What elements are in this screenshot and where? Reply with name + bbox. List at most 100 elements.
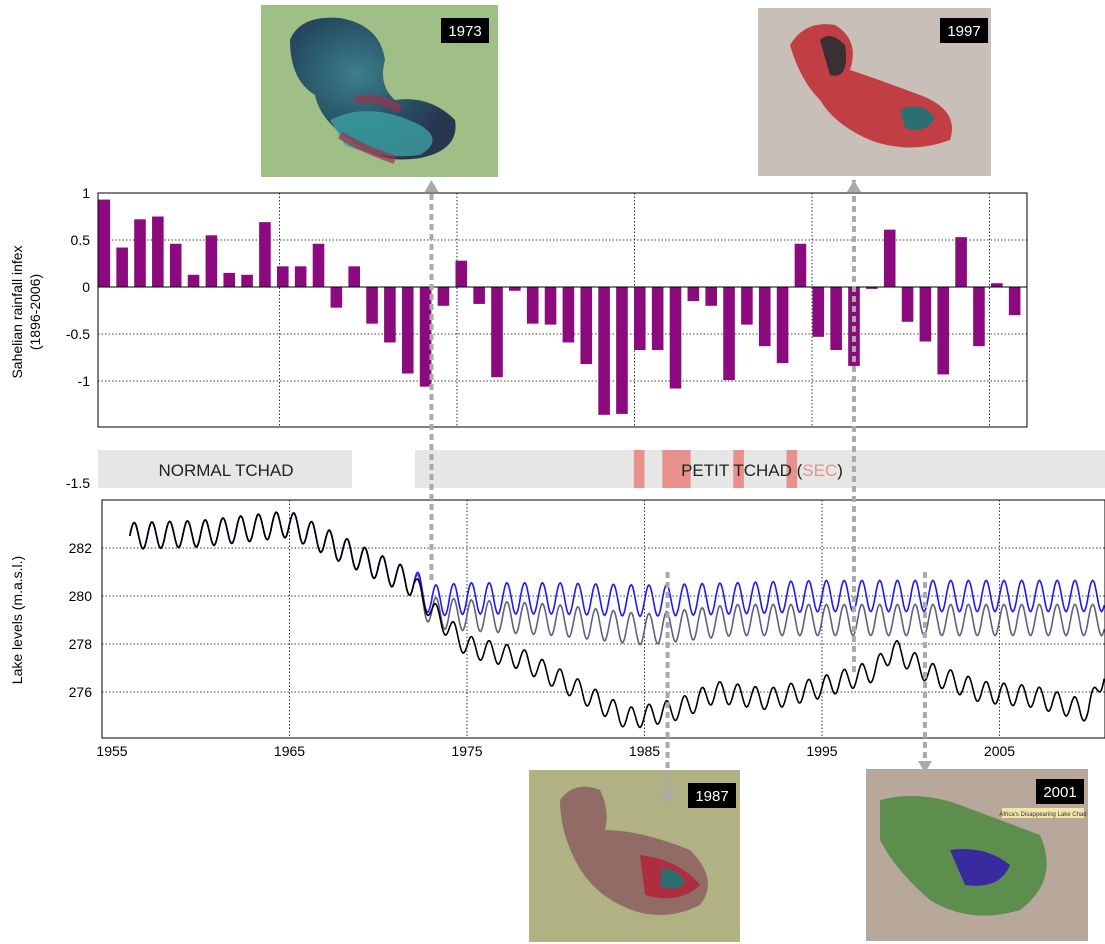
rainfall-bar	[669, 287, 682, 389]
rainfall-tick-label: -1.5	[66, 475, 90, 491]
year-tick-label: 1995	[806, 743, 837, 759]
rainfall-bar	[152, 216, 164, 287]
lake-level-series-1	[129, 511, 1105, 646]
rainfall-bar	[455, 260, 468, 287]
rainfall-bar	[705, 287, 717, 306]
rainfall-bar	[241, 274, 253, 287]
rainfall-bar	[937, 287, 950, 375]
lake-y-axis-label: Lake levels (m.a.s.l.)	[9, 556, 25, 684]
rainfall-bar	[741, 287, 753, 325]
lake-level-series-0	[129, 511, 1105, 618]
year-badge-1973	[441, 18, 489, 43]
year-badge-1987	[688, 783, 736, 808]
phase-petit-sec: SEC	[802, 461, 837, 480]
phase-normal-bg	[98, 450, 352, 488]
year-tick-label: 2005	[984, 743, 1015, 759]
connector-2001-head	[917, 761, 932, 773]
phase-petit-bg	[415, 450, 1105, 488]
lake-tick-label: 282	[69, 540, 93, 556]
rainfall-bar	[187, 274, 200, 287]
lake-tick-label: 278	[69, 636, 93, 652]
rainfall-tick-label: -0.5	[66, 326, 90, 342]
rainfall-bar	[98, 199, 111, 287]
year-label-2001: 2001	[1043, 784, 1076, 801]
year-tick-label: 1965	[274, 743, 305, 759]
rainfall-bar	[348, 266, 360, 287]
year-label-1987: 1987	[695, 788, 728, 805]
rainfall-bar	[598, 287, 610, 415]
rainfall-bar	[562, 287, 575, 343]
rainfall-bar	[134, 219, 146, 287]
rainfall-bar	[205, 235, 218, 287]
connector-1987-head	[660, 791, 675, 803]
rainfall-bar	[509, 287, 521, 291]
rainfall-plot-frame	[97, 192, 1028, 428]
rainfall-bar	[419, 287, 432, 387]
lake-plot-frame	[101, 499, 1105, 739]
rainfall-bar	[991, 283, 1003, 287]
rainfall-bar	[687, 287, 700, 302]
year-badge-1997	[940, 18, 988, 43]
snapshot-caption: Africa's Disappearing Lake Chad	[999, 812, 1086, 818]
year-tick-label: 1985	[629, 743, 660, 759]
rainfall-bar	[312, 243, 325, 287]
rainfall-bar	[580, 287, 593, 365]
rainfall-bar	[973, 287, 985, 347]
rainfall-tick-label: 0.5	[71, 232, 91, 248]
rainfall-tick-label: 0	[82, 279, 90, 295]
phase-petit-end: )	[837, 461, 843, 480]
rainfall-bar	[169, 243, 182, 287]
rainfall-y-axis-label: Sahelian rainfall infex	[9, 245, 25, 378]
rainfall-bar	[277, 266, 289, 287]
lake-level-series-2	[129, 511, 1105, 729]
lake-level-panel: 282 280 278 276 1955 1965 1975 1985 1995 2005 La…	[9, 499, 1105, 759]
rainfall-bar	[259, 222, 271, 287]
rainfall-bar	[526, 287, 539, 324]
rainfall-bar	[758, 287, 771, 347]
dry-period-mark	[786, 450, 798, 488]
dry-period-mark	[662, 450, 691, 488]
rainfall-bar	[866, 287, 878, 289]
rainfall-bar	[473, 287, 485, 304]
rainfall-bar	[223, 272, 236, 287]
snapshot-caption-bg	[1002, 808, 1084, 818]
rainfall-bar	[491, 287, 503, 378]
rainfall-bar	[116, 247, 128, 287]
rainfall-bar	[651, 287, 664, 350]
connector-1973-head	[424, 180, 439, 192]
satellite-image-1987: 1987	[529, 770, 740, 942]
satellite-image-2001: Africa's Disappearing Lake Chad 2001	[866, 769, 1088, 941]
phase-petit-label: PETIT TCHAD (SEC)	[681, 461, 843, 480]
rainfall-bar	[794, 243, 807, 287]
year-label-1997: 1997	[947, 23, 980, 40]
rainfall-panel: 10.50-0.5-1-1.5 Sahelian rainfall infex …	[9, 185, 1028, 491]
rainfall-bar	[616, 287, 628, 414]
rainfall-bar	[1008, 287, 1021, 316]
year-badge-2001	[1036, 779, 1084, 804]
connector-1997-head	[846, 180, 861, 192]
year-tick-label: 1955	[96, 743, 127, 759]
rainfall-bar	[330, 287, 343, 308]
lake-tick-label: 280	[69, 588, 93, 604]
rainfall-bar	[812, 287, 825, 337]
rainfall-bar	[723, 287, 735, 381]
rainfall-bar	[401, 287, 414, 374]
rainfall-bar	[919, 287, 932, 342]
dry-period-mark	[633, 450, 645, 488]
dry-period-mark	[733, 450, 744, 488]
year-tick-label: 1975	[451, 743, 482, 759]
lake-tick-label: 276	[69, 684, 93, 700]
phase-band: NORMAL TCHAD PETIT TCHAD (SEC)	[98, 450, 1105, 488]
rainfall-bar	[901, 287, 914, 322]
rainfall-bar	[544, 287, 557, 325]
rainfall-bar	[366, 287, 378, 324]
rainfall-bar	[883, 229, 896, 287]
rainfall-y-axis-sublabel: (1896-2006)	[27, 274, 43, 350]
rainfall-bar	[776, 287, 789, 364]
rainfall-bar	[830, 287, 842, 350]
rainfall-bar	[634, 287, 646, 350]
rainfall-tick-label: 1	[82, 185, 90, 201]
year-label-1973: 1973	[448, 23, 481, 40]
phase-normal-label: NORMAL TCHAD	[158, 461, 293, 480]
